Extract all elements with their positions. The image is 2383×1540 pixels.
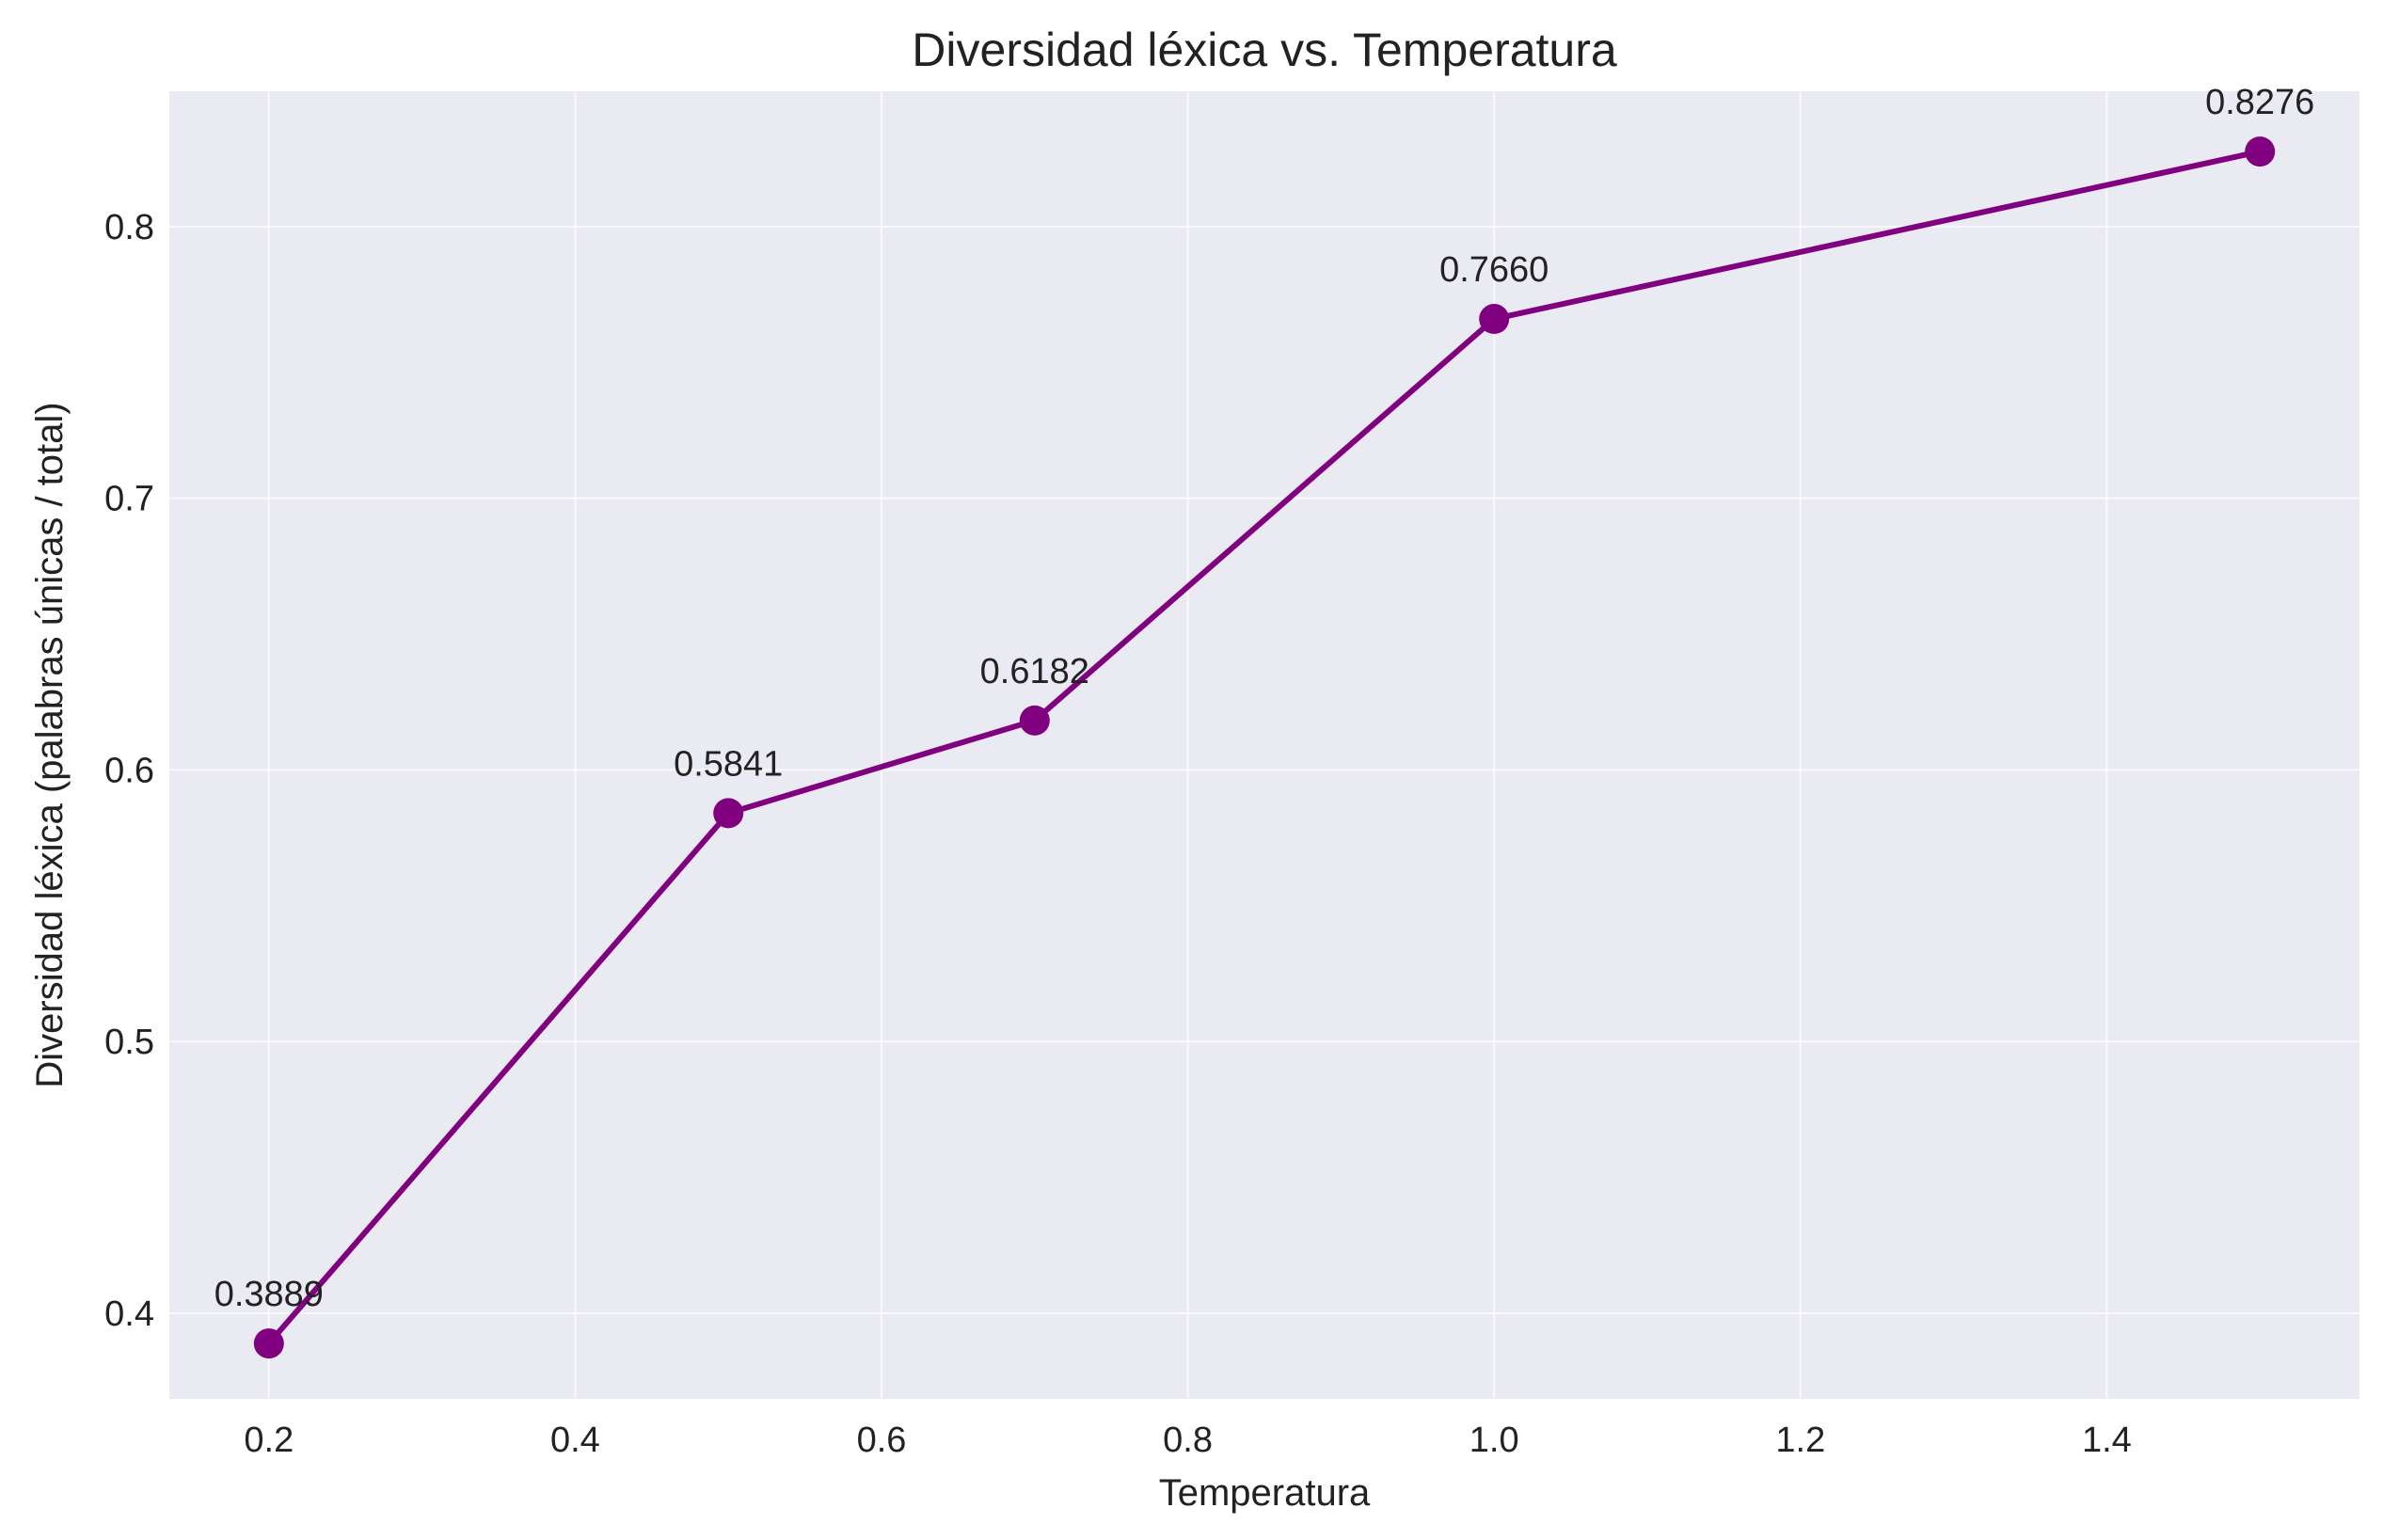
data-label: 0.8276 xyxy=(2205,83,2314,122)
y-gridlines xyxy=(169,225,2359,1315)
data-label: 0.5841 xyxy=(674,744,783,784)
y-axis-ticks: 0.4 0.5 0.6 0.7 0.8 xyxy=(104,208,154,1334)
y-tick-label: 0.6 xyxy=(104,751,154,790)
x-tick-label: 0.8 xyxy=(1163,1421,1213,1460)
x-tick-label: 0.6 xyxy=(857,1421,907,1460)
data-label: 0.6182 xyxy=(980,652,1089,691)
y-tick-label: 0.8 xyxy=(104,208,154,247)
x-tick-label: 1.2 xyxy=(1775,1421,1825,1460)
data-label: 0.3889 xyxy=(214,1275,324,1314)
data-label: 0.7660 xyxy=(1439,250,1549,290)
y-axis-label: Diversidad léxica (palabras únicas / tot… xyxy=(29,402,71,1088)
x-tick-label: 1.4 xyxy=(2082,1421,2132,1460)
y-tick-label: 0.7 xyxy=(104,480,154,519)
x-tick-label: 0.4 xyxy=(550,1421,600,1460)
x-tick-label: 0.2 xyxy=(244,1421,294,1460)
y-tick-label: 0.4 xyxy=(104,1294,154,1334)
data-labels: 0.3889 0.5841 0.6182 0.7660 0.8276 xyxy=(214,83,2315,1314)
x-axis-ticks: 0.2 0.4 0.6 0.8 1.0 1.2 1.4 xyxy=(244,1421,2131,1460)
chart-title: Diversidad léxica vs. Temperatura xyxy=(912,24,1617,76)
data-point xyxy=(253,1328,284,1359)
y-tick-label: 0.5 xyxy=(104,1023,154,1062)
x-axis-label: Temperatura xyxy=(1159,1472,1371,1514)
data-point xyxy=(2245,136,2276,167)
data-point xyxy=(713,798,744,829)
x-tick-label: 1.0 xyxy=(1470,1421,1519,1460)
plot-area xyxy=(169,91,2359,1399)
data-point xyxy=(1479,304,1510,335)
data-point xyxy=(1019,705,1050,736)
series-group xyxy=(253,136,2276,1359)
